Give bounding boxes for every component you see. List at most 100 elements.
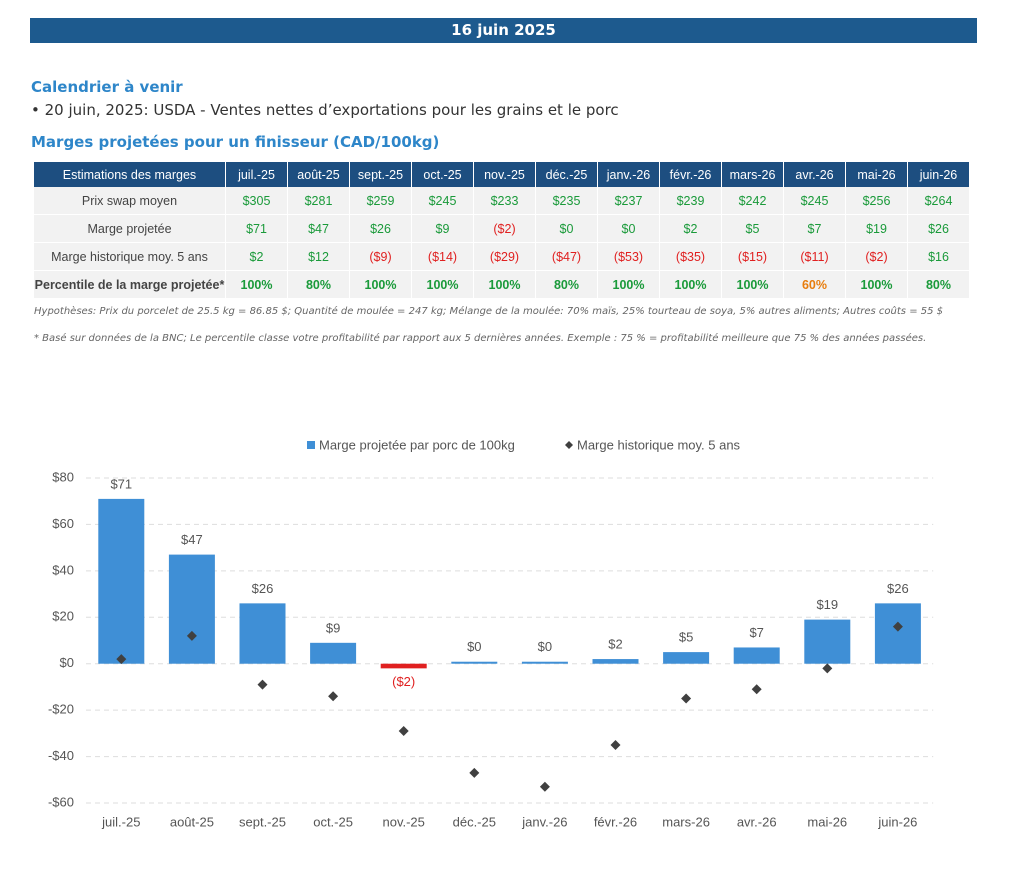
marker bbox=[398, 726, 409, 737]
value-label: $47 bbox=[181, 532, 203, 547]
column-header: avr.-26 bbox=[783, 162, 846, 187]
marker bbox=[186, 630, 197, 641]
bar bbox=[239, 603, 286, 664]
cell: 100% bbox=[659, 270, 722, 299]
cell: ($15) bbox=[721, 242, 784, 271]
y-tick-label: $0 bbox=[60, 655, 74, 670]
cell: ($9) bbox=[349, 242, 412, 271]
legend-label: Marge projetée par porc de 100kg bbox=[319, 437, 515, 452]
cell: ($29) bbox=[473, 242, 536, 271]
row-label: Percentile de la marge projetée* bbox=[34, 270, 226, 299]
bar bbox=[310, 642, 357, 664]
marker bbox=[681, 693, 692, 704]
cell: $12 bbox=[287, 242, 350, 271]
bar bbox=[592, 659, 639, 664]
note: * Basé sur données de la BNC; Le percent… bbox=[34, 333, 927, 344]
x-tick-label: mai-26 bbox=[807, 814, 847, 829]
cell: $235 bbox=[535, 187, 598, 215]
value-label: $0 bbox=[467, 639, 481, 654]
column-header: Estimations des marges bbox=[34, 162, 226, 187]
value-label: $19 bbox=[816, 597, 838, 612]
column-header: juil.-25 bbox=[225, 162, 288, 187]
row-label: Marge projetée bbox=[34, 214, 226, 243]
cell: $26 bbox=[349, 214, 412, 243]
note: Hypothèses: Prix du porcelet de 25.5 kg … bbox=[34, 306, 944, 317]
cell: $0 bbox=[535, 214, 598, 243]
cell: $26 bbox=[907, 214, 970, 243]
column-header: févr.-26 bbox=[659, 162, 722, 187]
cell: $7 bbox=[783, 214, 846, 243]
column-header: juin-26 bbox=[907, 162, 970, 187]
marker bbox=[469, 767, 480, 778]
cell: $242 bbox=[721, 187, 784, 215]
cell: ($14) bbox=[411, 242, 474, 271]
column-header: déc.-25 bbox=[535, 162, 598, 187]
column-header: sept.-25 bbox=[349, 162, 412, 187]
legend-label: Marge historique moy. 5 ans bbox=[577, 437, 741, 452]
value-label: $9 bbox=[326, 620, 340, 635]
cell: 100% bbox=[473, 270, 536, 299]
header-row: Estimations des marges juil.-25 août-25 sep… bbox=[34, 162, 970, 187]
x-tick-label: juil.-25 bbox=[101, 814, 140, 829]
cell: $0 bbox=[597, 214, 660, 243]
cell: ($11) bbox=[783, 242, 846, 271]
marker bbox=[751, 684, 762, 695]
cell: $2 bbox=[659, 214, 722, 243]
x-tick-label: mars-26 bbox=[662, 814, 710, 829]
legend-swatch bbox=[565, 441, 573, 449]
cell: 100% bbox=[845, 270, 908, 299]
marker bbox=[539, 781, 550, 792]
marker bbox=[257, 679, 268, 690]
value-label: ($2) bbox=[392, 674, 415, 689]
marker bbox=[610, 739, 621, 750]
column-header: nov.-25 bbox=[473, 162, 536, 187]
row-label: Marge historique moy. 5 ans bbox=[34, 242, 226, 271]
bar bbox=[874, 603, 921, 664]
cell: 100% bbox=[349, 270, 412, 299]
marker bbox=[116, 654, 127, 665]
cell: 60% bbox=[783, 270, 846, 299]
column-header: oct.-25 bbox=[411, 162, 474, 187]
calendar-title: Calendrier à venir bbox=[31, 78, 183, 96]
marker bbox=[328, 691, 339, 702]
bar bbox=[733, 647, 780, 664]
cell: $264 bbox=[907, 187, 970, 215]
cell: $9 bbox=[411, 214, 474, 243]
bar bbox=[380, 663, 427, 669]
cell: ($47) bbox=[535, 242, 598, 271]
table-row: Prix swap moyen $305 $281 $259 $245 $233 $235 $… bbox=[34, 187, 970, 215]
x-tick-label: févr.-26 bbox=[594, 814, 637, 829]
cell: 100% bbox=[597, 270, 660, 299]
marker bbox=[822, 663, 833, 674]
column-header: janv.-26 bbox=[597, 162, 660, 187]
x-tick-label: janv.-26 bbox=[521, 814, 567, 829]
column-header: août-25 bbox=[287, 162, 350, 187]
cell: 80% bbox=[907, 270, 970, 299]
legend-swatch bbox=[307, 441, 315, 449]
cell: $245 bbox=[783, 187, 846, 215]
cell: $305 bbox=[225, 187, 288, 215]
value-label: $26 bbox=[252, 581, 274, 596]
chart: -$60 -$40 -$20 $0 $20 $40 $60 $80 juil.-25 août-2… bbox=[48, 437, 934, 829]
y-tick-label: -$20 bbox=[48, 702, 74, 717]
x-tick-label: sept.-25 bbox=[239, 814, 286, 829]
column-header: mai-26 bbox=[845, 162, 908, 187]
date-banner: 16 juin 2025 bbox=[30, 18, 977, 43]
x-tick-label: août-25 bbox=[170, 814, 214, 829]
bar bbox=[663, 652, 710, 664]
cell: ($53) bbox=[597, 242, 660, 271]
x-tick-label: déc.-25 bbox=[453, 814, 496, 829]
cell: ($35) bbox=[659, 242, 722, 271]
bar bbox=[521, 661, 568, 664]
value-label: $71 bbox=[110, 476, 132, 491]
y-tick-label: $40 bbox=[52, 562, 74, 577]
cell: $16 bbox=[907, 242, 970, 271]
table-row: Marge historique moy. 5 ans $2 $12 ($9) ($14… bbox=[34, 242, 970, 271]
bar bbox=[98, 498, 145, 664]
cell: 80% bbox=[287, 270, 350, 299]
calendar-item: • 20 juin, 2025: USDA - Ventes nettes d’… bbox=[31, 101, 619, 119]
marker bbox=[892, 621, 903, 632]
cell: $239 bbox=[659, 187, 722, 215]
bar bbox=[168, 554, 215, 664]
